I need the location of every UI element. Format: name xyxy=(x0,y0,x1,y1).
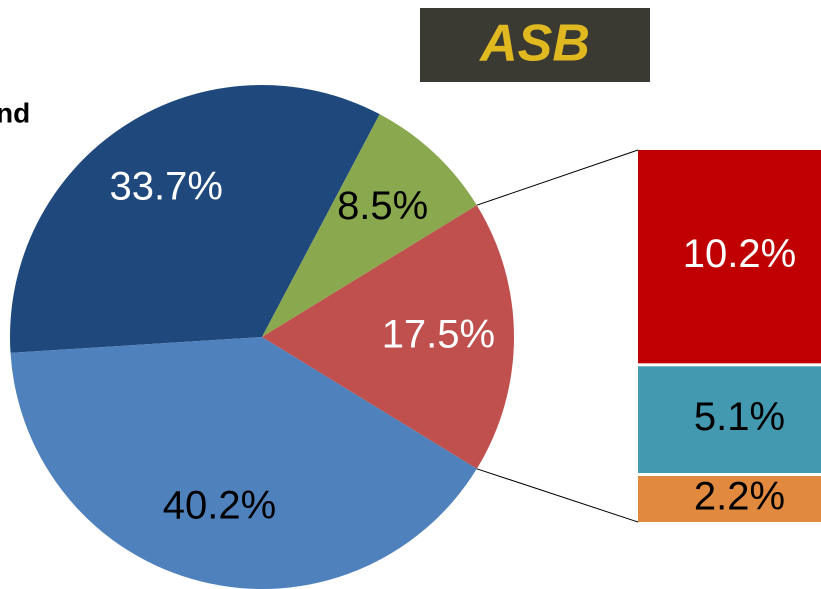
logo-box xyxy=(420,8,650,82)
pie-slice xyxy=(262,205,514,469)
slice-label: 17.5% xyxy=(382,313,495,357)
bar-segment xyxy=(638,150,821,364)
slice-label: 40.2% xyxy=(163,484,276,528)
pie-slice xyxy=(10,337,477,589)
bar-label: 10.2% xyxy=(683,232,796,276)
slice-label: 8.5% xyxy=(337,184,428,228)
slice-label: 33.7% xyxy=(110,164,223,208)
connector xyxy=(476,468,639,523)
bar-segment xyxy=(638,366,821,473)
bar-label: 5.1% xyxy=(694,395,785,439)
logo: ASB xyxy=(478,15,590,73)
bar-label: 2.2% xyxy=(694,475,785,519)
cut-text: nd xyxy=(0,97,30,128)
pie-slice xyxy=(262,114,477,337)
connector xyxy=(476,149,639,206)
pie-slice xyxy=(9,84,380,353)
bar-segment xyxy=(638,475,821,522)
